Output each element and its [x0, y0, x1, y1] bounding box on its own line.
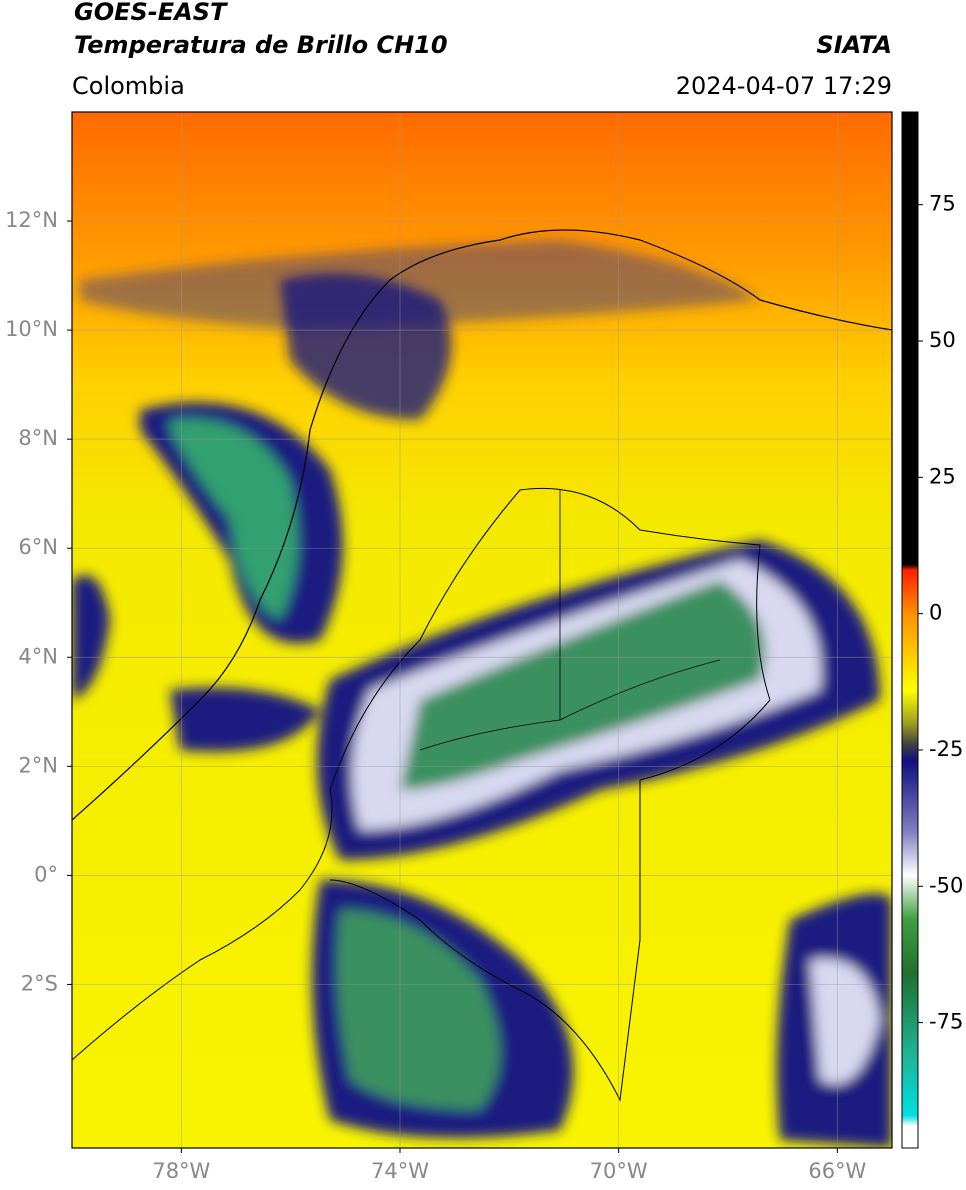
source: SIATA [816, 31, 892, 59]
colorbar-tick-label: 50 [929, 328, 956, 352]
region: Colombia [72, 72, 185, 100]
lon-tick-label: 78°W [152, 1159, 210, 1183]
lon-tick-label: 70°W [590, 1159, 648, 1183]
map-frame [71, 111, 893, 1149]
satellite-image [72, 112, 892, 1148]
colorbar-tick-label: -50 [929, 873, 963, 897]
product-title: Temperatura de Brillo CH10 [74, 31, 448, 59]
satellite-title: GOES-EAST [74, 0, 228, 26]
lon-tick-label: 74°W [371, 1159, 429, 1183]
lon-tick-label: 66°W [808, 1159, 866, 1183]
lat-tick-label: 12°N [5, 208, 58, 232]
colorbar [901, 111, 919, 1149]
lat-tick-label: 10°N [5, 317, 58, 341]
lat-tick-label: 4°N [18, 644, 58, 668]
lat-tick-label: 8°N [18, 426, 58, 450]
colorbar-tick-label: -25 [929, 737, 963, 761]
lat-tick-label: 2°S [21, 971, 58, 995]
colorbar-tick-label: -75 [929, 1010, 963, 1034]
lat-tick-label: 0° [34, 862, 58, 886]
graticule [72, 112, 892, 1148]
colorbar-tick-label: 25 [929, 464, 956, 488]
datetime: 2024-04-07 17:29 [676, 72, 892, 100]
lat-tick-label: 2°N [18, 753, 58, 777]
colorbar-tick-label: 75 [929, 192, 956, 216]
lat-tick-label: 6°N [18, 535, 58, 559]
colorbar-tick-label: 0 [929, 601, 942, 625]
